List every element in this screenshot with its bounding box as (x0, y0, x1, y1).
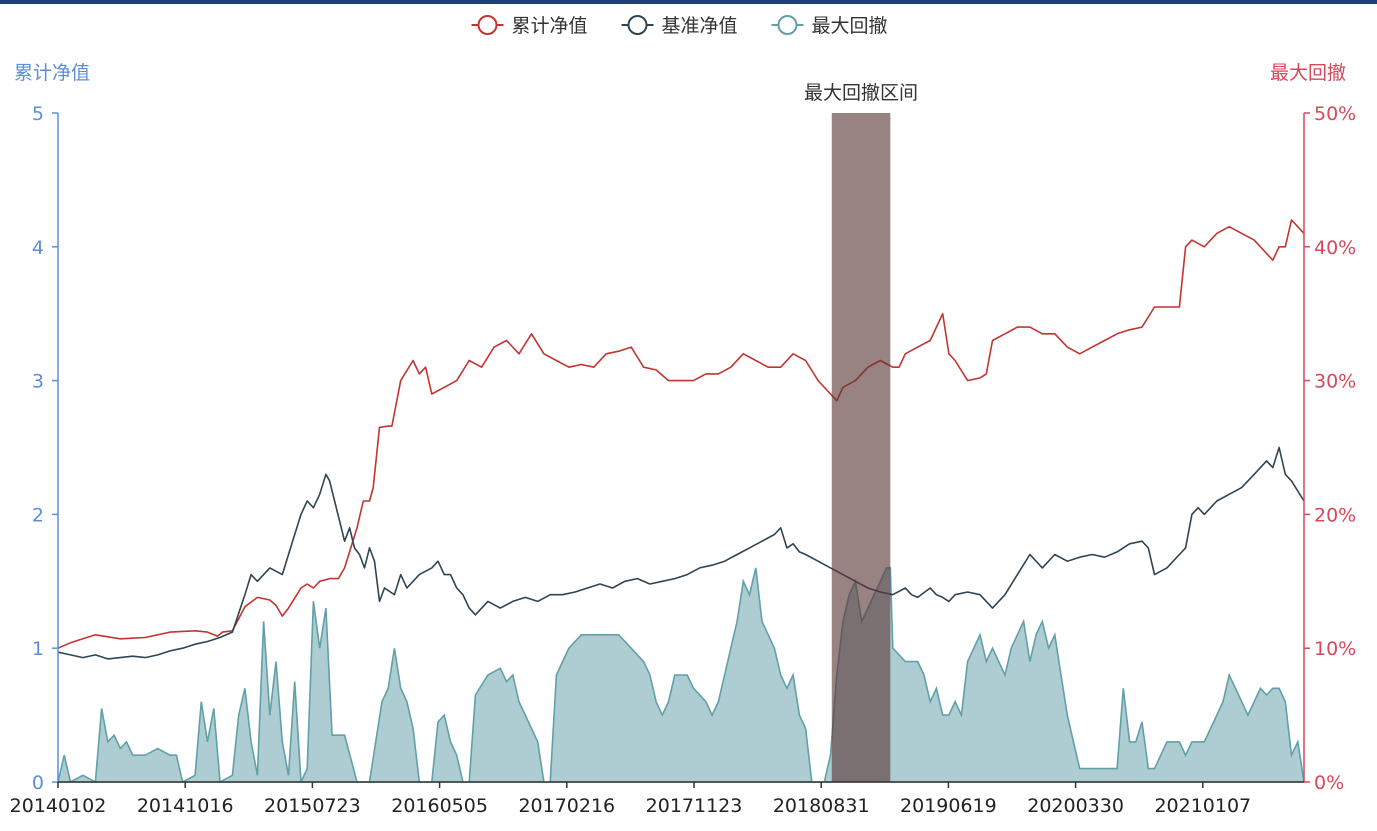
left-tick-label: 4 (32, 237, 44, 259)
legend-marker (477, 15, 498, 35)
drawdown-band-label: 最大回撤区间 (804, 82, 918, 104)
right-tick-label: 0% (1314, 772, 1344, 794)
right-tick-label: 30% (1314, 371, 1356, 393)
right-tick-label: 20% (1314, 504, 1356, 526)
x-tick-label: 20170216 (518, 795, 615, 817)
legend-label: 基准净值 (662, 15, 738, 37)
left-tick-label: 1 (32, 638, 44, 660)
x-tick-label: 20190619 (900, 795, 997, 817)
series-layer (56, 219, 1305, 784)
x-tick-label: 20160505 (391, 795, 488, 817)
left-axis-title: 累计净值 (14, 62, 90, 84)
series-line-1 (57, 219, 1305, 649)
x-tick-label: 20210107 (1154, 795, 1251, 817)
legend-item: 基准净值 (621, 15, 738, 37)
top-border (0, 0, 1377, 4)
legend-item: 最大回撤 (771, 15, 888, 37)
legend-marker (627, 15, 648, 35)
right-tick-label: 50% (1314, 103, 1356, 125)
left-tick-label: 0 (32, 772, 44, 794)
drawdown-band (831, 113, 891, 782)
x-tick-label: 20180831 (773, 795, 870, 817)
legend-label: 累计净值 (512, 15, 588, 37)
legend: 累计净值 基准净值 最大回撤 (471, 15, 888, 37)
right-tick-label: 40% (1314, 237, 1356, 259)
x-tick-label: 20200330 (1027, 795, 1124, 817)
series-line-2 (57, 446, 1305, 660)
left-tick-label: 5 (32, 103, 44, 125)
x-tick-label: 20141016 (137, 795, 234, 817)
left-tick-label: 2 (32, 504, 44, 526)
drawdown-band-layer: 最大回撤区间 (804, 82, 918, 782)
legend-marker (777, 15, 798, 35)
legend-item: 累计净值 (471, 15, 588, 37)
legend-label: 最大回撤 (812, 15, 888, 37)
x-tick-label: 20140102 (10, 795, 107, 817)
right-axis-title: 最大回撤 (1270, 62, 1346, 84)
right-tick-label: 10% (1314, 638, 1356, 660)
x-tick-label: 20171123 (646, 795, 743, 817)
drawdown-area (56, 567, 1305, 784)
left-tick-label: 3 (32, 371, 44, 393)
x-tick-label: 20150723 (264, 795, 361, 817)
